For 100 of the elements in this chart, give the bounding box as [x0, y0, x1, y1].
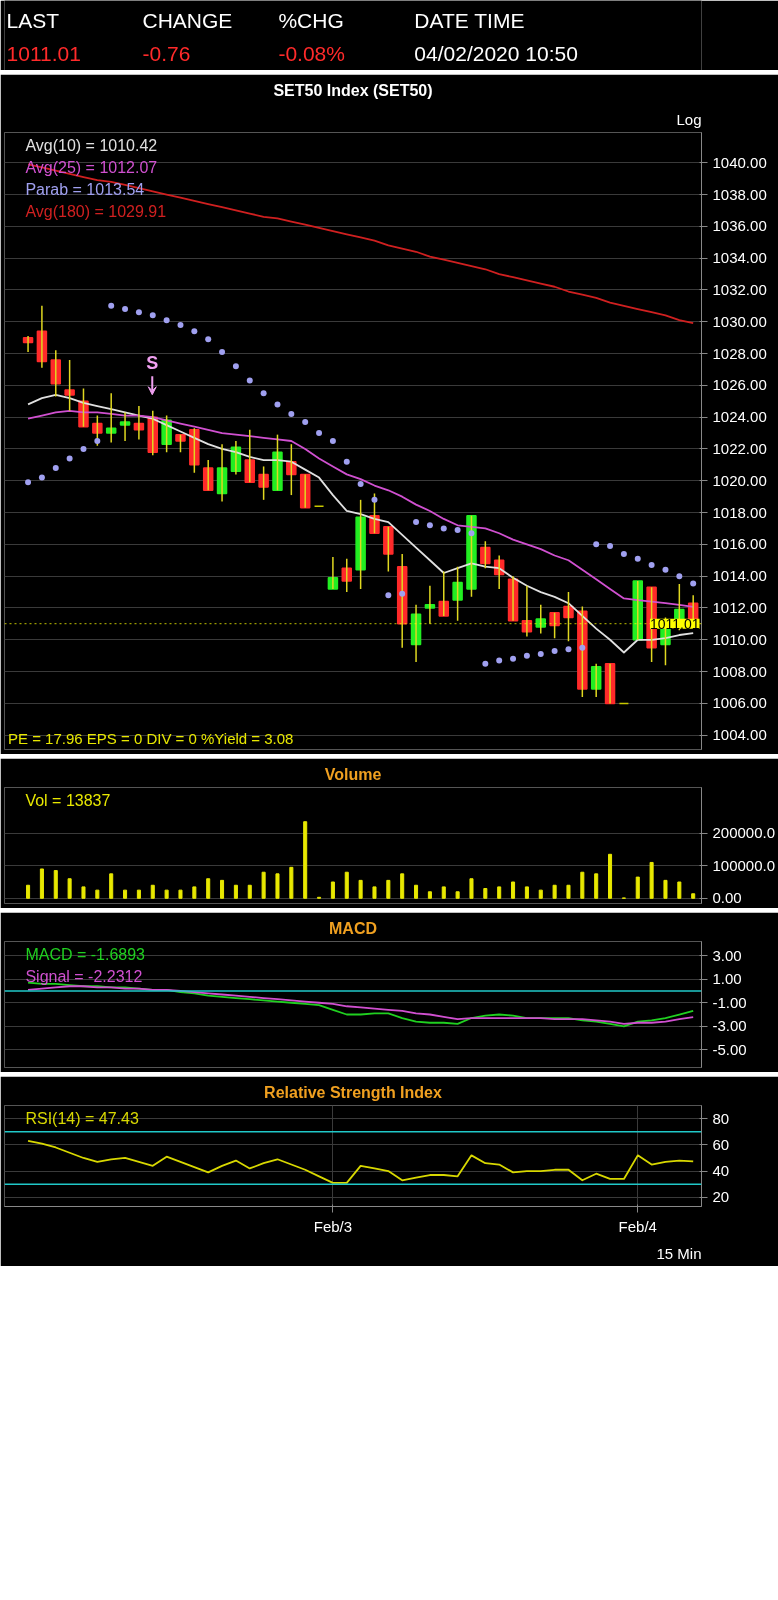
line-series — [27, 163, 695, 325]
point — [219, 348, 226, 355]
bar — [233, 884, 238, 899]
y-tick-label: 60 — [712, 1135, 730, 1153]
point — [551, 647, 558, 654]
y-tick-label: 200000.0 — [712, 824, 776, 842]
point — [38, 474, 45, 481]
point — [537, 651, 544, 658]
y-tick-label: 1026.00 — [712, 376, 767, 394]
bar — [427, 891, 432, 899]
candlestick — [258, 465, 269, 501]
chart-title: Relative Strength Index — [264, 1083, 443, 1101]
series-label: MACD = -1.6893 — [25, 945, 146, 963]
bar — [53, 870, 58, 899]
bar — [372, 886, 377, 899]
x-tick-label: Feb/3 — [313, 1217, 353, 1235]
bar — [538, 889, 543, 899]
point — [413, 519, 420, 526]
bar — [594, 873, 599, 899]
bar — [178, 889, 183, 899]
candlestick — [272, 433, 283, 492]
candlestick — [64, 359, 75, 412]
y-tick-label: 1024.00 — [712, 408, 767, 426]
point — [260, 390, 267, 397]
candlestick — [549, 611, 560, 639]
y-tick-label: 1008.00 — [712, 662, 767, 680]
point — [482, 660, 489, 667]
point — [440, 525, 447, 532]
point — [565, 646, 572, 653]
point — [205, 336, 212, 343]
point — [593, 541, 600, 548]
candlestick — [466, 514, 477, 598]
point — [191, 328, 198, 335]
text: -0.08% — [278, 42, 345, 66]
point — [316, 430, 323, 437]
y-tick-label: 1022.00 — [712, 439, 767, 457]
point — [426, 522, 433, 529]
point — [246, 377, 253, 384]
point — [177, 321, 184, 328]
text: CHANGE — [142, 8, 233, 32]
bar — [275, 873, 280, 899]
point — [302, 418, 309, 425]
point — [108, 302, 115, 309]
y-axis-title: Log — [676, 110, 702, 128]
point — [135, 309, 142, 316]
bar — [303, 821, 308, 899]
text: -0.76 — [142, 41, 191, 65]
ref-line-label: 1011.01 — [649, 615, 700, 632]
annotation: PE = 17.96 EPS = 0 DIV = 0 %Yield = 3.08 — [7, 729, 294, 747]
y-tick-label: 80 — [712, 1109, 730, 1127]
bar — [400, 873, 405, 899]
bar — [247, 884, 252, 899]
text: Avg(10) = 1010.42 — [25, 136, 158, 154]
series-label: Signal = -2.2312 — [25, 967, 143, 985]
chart-title: Volume — [324, 765, 382, 783]
point — [523, 652, 530, 659]
bar — [150, 884, 155, 899]
point — [634, 555, 641, 562]
bar — [261, 871, 266, 899]
y-tick-label: 1036.00 — [712, 217, 767, 235]
point — [607, 542, 614, 549]
candlestick — [577, 605, 588, 698]
candlestick — [452, 565, 463, 622]
bar — [677, 881, 682, 899]
point — [385, 592, 392, 599]
y-tick-label: 1032.00 — [712, 280, 767, 298]
text: LAST — [6, 8, 60, 32]
y-tick-label: 1018.00 — [712, 503, 767, 521]
y-tick-label: 1010.00 — [712, 630, 767, 648]
series-label: Avg(180) = 1029.91 — [25, 202, 167, 220]
point — [163, 317, 170, 324]
annotation: S — [146, 353, 159, 374]
point — [676, 573, 683, 580]
y-tick-label: 1030.00 — [712, 312, 767, 330]
point — [25, 479, 32, 486]
point — [343, 458, 350, 465]
bar — [289, 866, 294, 899]
point — [399, 590, 406, 597]
y-tick-label: 1028.00 — [712, 344, 767, 362]
series-label: RSI(14) = 47.43 — [25, 1109, 139, 1127]
bar — [483, 888, 488, 899]
point — [496, 657, 503, 664]
y-tick-label: 1020.00 — [712, 471, 767, 489]
y-tick-label: -1.00 — [712, 993, 747, 1011]
y-tick-label: 20 — [712, 1188, 730, 1206]
line-series — [27, 1140, 695, 1184]
x-tick-label: Feb/4 — [618, 1217, 657, 1235]
point — [510, 655, 517, 662]
point — [94, 438, 101, 444]
bar — [123, 889, 128, 899]
chart-title: SET50 Index (SET50) — [273, 81, 433, 99]
bar — [109, 873, 114, 899]
bar — [358, 879, 363, 899]
bar — [220, 879, 225, 899]
point — [149, 312, 156, 319]
y-tick-label: 1006.00 — [712, 694, 767, 712]
y-tick-label: 1016.00 — [712, 535, 767, 553]
text: Vol = 13837 — [25, 791, 111, 809]
candlestick — [189, 427, 200, 474]
point — [288, 410, 295, 417]
